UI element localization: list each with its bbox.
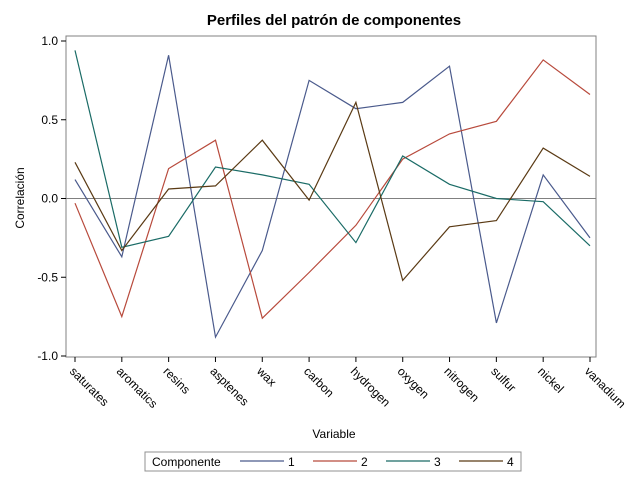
x-tick-label: sulfur [488,364,519,395]
x-tick-label: nitrogen [441,364,482,405]
plot-frame [65,35,597,358]
chart-title: Perfiles del patrón de componentes [207,12,461,29]
series-lines [74,50,591,339]
x-tick-label: asptenes [207,364,251,408]
x-tick-label: hydrogen [348,364,393,409]
x-tick-label: aromatics [114,364,161,411]
series-line-2 [74,59,591,320]
x-axis-ticks: saturates aromatics resins asptenes wax carbo… [67,357,629,411]
series-line-3 [74,50,591,249]
y-tick-label: -1.0 [37,349,58,363]
x-tick-label: nickel [535,364,567,396]
x-tick-label: oxygen [395,364,432,401]
legend-label-4: 4 [507,455,514,469]
legend-title: Componente [152,455,221,469]
legend-label-3: 3 [434,455,441,469]
x-tick-label: resins [161,364,194,397]
legend: Componente 1 2 3 4 [144,451,522,472]
x-tick-label: saturates [67,364,112,409]
legend-label-2: 2 [361,455,368,469]
x-axis-label: Variable [312,427,355,441]
series-line-1 [74,55,591,339]
y-tick-label: 1.0 [41,34,58,48]
x-tick-label: wax [253,364,279,390]
y-tick-label: 0.5 [41,113,58,127]
x-tick-label: carbon [301,364,337,400]
y-axis-label: Correlación [13,167,27,228]
x-tick-label: vanadium [582,364,629,411]
series-line-4 [74,100,591,282]
y-tick-label: 0.0 [41,192,58,206]
y-axis-ticks: -1.0 -0.5 0.0 0.5 1.0 [37,34,66,363]
legend-items: 1 2 3 4 [240,455,514,469]
y-tick-label: -0.5 [37,270,58,284]
legend-label-1: 1 [288,455,295,469]
